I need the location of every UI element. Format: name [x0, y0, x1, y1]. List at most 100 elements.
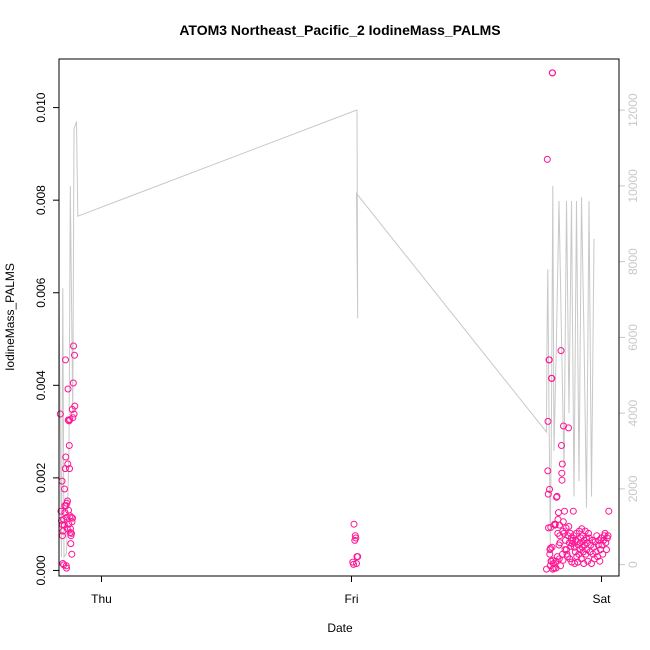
data-point [555, 555, 563, 563]
data-point [61, 509, 69, 517]
data-point [600, 536, 607, 544]
data-point [64, 460, 72, 468]
data-point [565, 539, 573, 547]
data-point [352, 534, 360, 542]
data-point [602, 539, 610, 547]
data-point [71, 402, 79, 410]
data-point [68, 529, 75, 537]
data-point [62, 562, 70, 570]
data-point [57, 507, 65, 515]
y-axis-label: IodineMass_PALMS [3, 263, 17, 371]
data-point [66, 529, 74, 536]
chart-title: ATOM3 Northeast_Pacific_2 IodineMass_PAL… [179, 22, 500, 38]
x-tick-label: Sat [592, 592, 611, 606]
data-point [578, 525, 586, 533]
data-point [67, 540, 75, 548]
data-point [544, 467, 552, 475]
y-tick-label: 0.010 [34, 92, 48, 122]
data-point [63, 564, 70, 572]
right-tick-label: 12000 [626, 93, 640, 127]
data-point [564, 553, 571, 561]
y-tick-label: 0.006 [34, 277, 48, 307]
data-point [350, 560, 357, 568]
right-tick-label: 4000 [626, 399, 640, 426]
data-point [548, 374, 556, 382]
data-point [59, 560, 67, 567]
data-point [549, 69, 556, 77]
data-point [350, 520, 358, 528]
data-point [573, 538, 581, 546]
data-point [557, 562, 564, 570]
data-point [62, 453, 70, 461]
data-point [71, 351, 78, 359]
altitude-line [58, 109, 595, 559]
data-point [565, 424, 572, 432]
data-point [580, 560, 588, 567]
data-point [70, 342, 77, 350]
data-point [569, 507, 577, 515]
data-point [61, 485, 68, 493]
data-point [544, 490, 552, 498]
right-tick-label: 0 [626, 561, 640, 568]
data-point [548, 543, 556, 551]
data-point [584, 557, 592, 565]
data-point [558, 460, 566, 468]
data-point [69, 379, 77, 387]
data-point [66, 465, 73, 473]
y-tick-label: 0.004 [34, 370, 48, 400]
data-point [69, 514, 76, 522]
data-point [557, 347, 565, 355]
data-point [544, 417, 552, 425]
data-point [565, 523, 573, 530]
data-point [582, 550, 590, 558]
data-point [67, 513, 75, 521]
data-point [65, 442, 73, 449]
data-point [68, 550, 76, 558]
data-point [604, 532, 612, 540]
data-point [550, 564, 558, 572]
plot-frame [58, 58, 620, 577]
data-point [547, 544, 554, 552]
data-point [64, 497, 71, 505]
data-point [62, 356, 69, 364]
data-point [598, 541, 606, 549]
data-point [546, 485, 553, 493]
data-point [603, 546, 610, 554]
right-tick-label: 6000 [626, 324, 640, 351]
x-axis-label: Date [327, 621, 353, 635]
data-point [558, 442, 565, 449]
right-tick-label: 10000 [626, 169, 640, 203]
data-point [353, 560, 360, 567]
data-point [558, 469, 566, 477]
data-point [559, 518, 567, 526]
data-point [599, 550, 607, 558]
x-tick-label: Fri [345, 592, 359, 606]
data-point [552, 557, 560, 565]
y-tick-label: 0.000 [34, 555, 48, 585]
data-point [70, 410, 78, 418]
right-tick-label: 2000 [626, 475, 640, 502]
data-point [64, 385, 72, 393]
data-point [559, 556, 567, 564]
data-point [56, 410, 64, 418]
data-point [553, 492, 561, 500]
data-point [569, 536, 577, 544]
data-point [543, 155, 551, 163]
data-point [605, 507, 613, 515]
altitude-line-layer [58, 109, 595, 559]
x-tick-label: Thu [91, 592, 112, 606]
data-point [354, 553, 362, 561]
y-tick-label: 0.008 [34, 185, 48, 215]
points-layer [56, 69, 613, 573]
data-point [561, 507, 568, 515]
data-point [545, 356, 553, 364]
data-point [558, 476, 566, 484]
data-point [596, 557, 604, 565]
data-point [585, 529, 592, 537]
data-point [69, 414, 77, 422]
y-tick-label: 0.002 [34, 463, 48, 493]
data-point [67, 525, 74, 533]
right-tick-label: 8000 [626, 248, 640, 275]
